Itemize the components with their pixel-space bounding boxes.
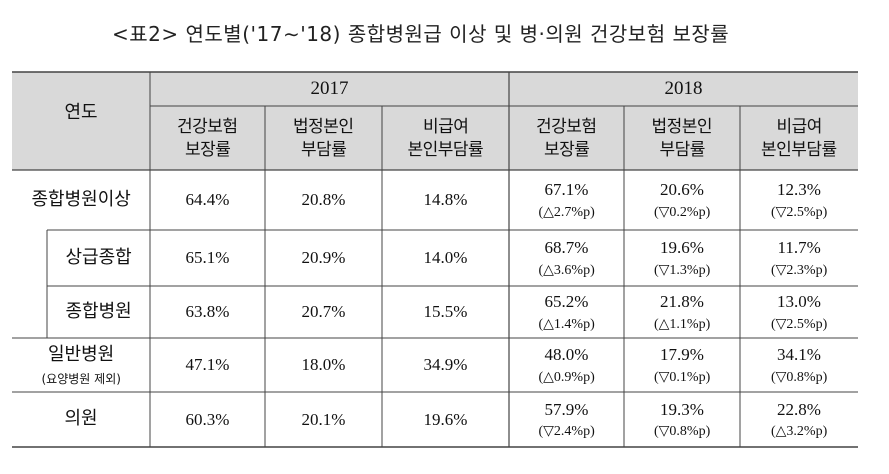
change-2018: (△0.9%p) [538,369,595,385]
value-2017: 14.0% [423,248,468,267]
header-corner: 연도 [64,101,98,123]
value-2018: 48.0% [544,345,589,364]
header-statutory-copay-rate: 법정본인 [651,117,713,137]
value-2017: 20.7% [301,302,346,321]
value-2017: 60.3% [185,409,230,429]
value-2018: 34.1% [777,345,821,364]
header-health-insurance-coverage-rate: 건강보험 [536,117,597,137]
change-2018: (▽2.5%p) [771,204,828,220]
header-non-covered-copay-rate-line2: 본인부담률 [761,140,837,160]
value-2018: 11.7% [777,238,821,257]
change-2018: (▽2.3%p) [771,262,828,278]
header-year-2018: 2018 [664,78,703,99]
row-label: 종합병원이상 [31,188,131,210]
value-2017: 19.6% [423,409,468,429]
value-2018: 12.3% [777,180,821,199]
change-2018: (▽0.1%p) [654,369,711,385]
change-2018: (△3.6%p) [538,262,595,278]
value-2017: 63.8% [185,302,230,321]
header-health-insurance-coverage-rate-line2: 보장률 [544,140,590,160]
value-2017: 34.9% [423,355,468,374]
change-2018: (▽0.8%p) [654,424,711,439]
change-2018: (▽0.8%p) [771,369,828,385]
value-2018: 13.0% [777,292,821,311]
value-2018: 22.8% [777,399,821,419]
value-2018: 67.1% [544,180,589,199]
value-2017: 47.1% [185,355,230,374]
value-2017: 20.8% [301,190,346,209]
change-2018: (△1.4%p) [538,316,595,332]
row-label: 종합병원 [65,300,132,322]
header-statutory-copay-rate-line2: 부담률 [659,140,706,160]
value-2017: 15.5% [423,302,468,321]
value-2017: 20.1% [301,409,346,429]
value-2018: 19.3% [660,399,704,419]
row-label: 상급종합 [65,246,132,268]
value-2018: 65.2% [544,292,589,311]
row-label: 일반병원 [48,343,115,365]
row-sublabel: (요양병원 제외) [41,371,121,386]
value-2018: 68.7% [544,238,589,257]
header-statutory-copay-rate-line2: 부담률 [301,140,347,160]
header-background [12,72,858,170]
change-2018: (▽2.4%p) [538,424,595,439]
value-2018: 57.9% [544,399,589,419]
value-2017: 18.0% [301,355,346,374]
change-2018: (▽0.2%p) [654,204,711,220]
change-2018: (△1.1%p) [654,316,711,332]
header-year-2017: 2017 [310,78,349,99]
table-title: <표2> 연도별('17∼'18) 종합병원급 이상 및 병·의원 건강보험 보… [112,22,730,46]
header-non-covered-copay-rate-line2: 본인부담률 [407,140,484,160]
value-2017: 20.9% [301,248,346,267]
change-2018: (▽1.3%p) [654,262,711,278]
change-2018: (△3.2%p) [771,424,828,439]
value-2018: 19.6% [660,238,704,257]
header-non-covered-copay-rate: 비급여 [423,117,469,137]
header-non-covered-copay-rate: 비급여 [776,117,823,137]
row-label: 의원 [64,408,98,429]
value-2018: 21.8% [660,292,704,311]
header-health-insurance-coverage-rate: 건강보험 [177,117,238,137]
change-2018: (▽2.5%p) [771,316,828,332]
value-2017: 65.1% [185,248,230,267]
value-2018: 20.6% [660,180,704,199]
value-2018: 17.9% [660,345,704,364]
change-2018: (△2.7%p) [538,204,595,220]
header-health-insurance-coverage-rate-line2: 보장률 [185,140,231,160]
header-statutory-copay-rate: 법정본인 [293,117,354,137]
value-2017: 14.8% [423,190,468,209]
value-2017: 64.4% [185,190,230,209]
